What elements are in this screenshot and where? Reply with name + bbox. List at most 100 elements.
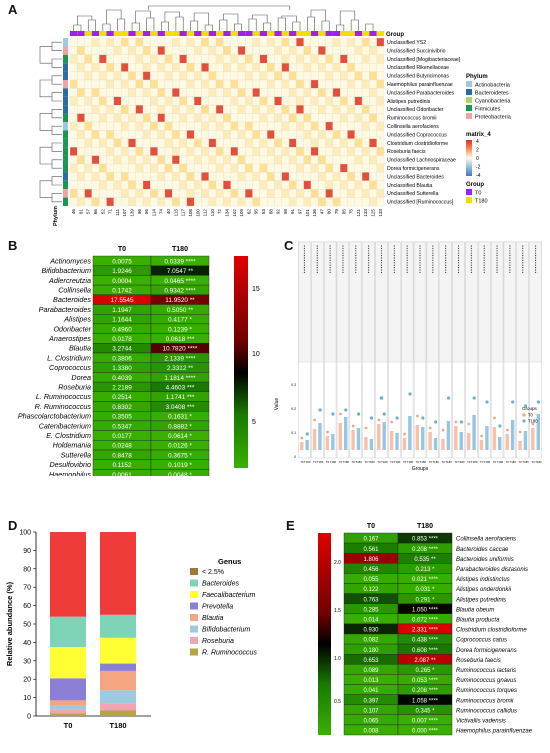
row-label: Unclassified Lachnospiraceae [387,158,456,164]
row-label: Victivallis vadensis [456,718,506,724]
group-bar-cell [135,31,144,36]
significance-star [445,247,447,249]
box-t180 [498,437,502,450]
cell-value: 0.8882 * [168,423,192,430]
heatmap-cell [318,54,326,64]
facet-strip [349,241,362,363]
heatmap-cell [274,130,282,139]
heatmap-cell [303,37,312,47]
significance-star [470,262,472,264]
heatmap-cell [281,96,290,106]
heatmap-cell [135,54,144,64]
outlier-point [326,430,329,434]
significance-star [432,255,434,257]
row-label: Dorea formicigenerans [456,648,517,654]
significance-star [445,269,447,271]
heatmap-cell [354,130,363,139]
box-t0 [492,427,497,450]
heatmap-cell [347,46,355,55]
row-label: Unclassified Butyricimonas [387,74,449,80]
significance-star [342,255,344,257]
x-tick: T180 [445,460,452,464]
heatmap-cell [325,88,334,97]
box-t0 [312,429,317,450]
heatmap-cell [245,71,253,81]
cell-value: 0.3806 [112,355,132,362]
significance-star [368,264,370,266]
cell-value: 0.007 **** [412,718,439,724]
heatmap-cell [99,88,107,97]
cell-value: 1.9246 [112,268,132,275]
cell-value: 2.3312 ** [167,365,194,372]
heatmap-cell [135,163,144,173]
heatmap-cell [376,54,385,64]
facet-strip [529,241,542,363]
phylum-bar-cell [63,147,68,156]
box-t180 [446,421,451,450]
column-label: 74 [159,209,164,215]
y-tick: 40 [23,640,31,647]
significance-star [342,247,344,249]
heatmap-cell [340,105,348,114]
heatmap-cell [128,96,136,106]
heatmap-cell [230,180,239,190]
legend-label: Bacteroidetes [475,91,509,97]
heatmap-cell [69,96,78,106]
significance-star [355,245,357,247]
legend-matrix-title: matrix_4 [466,132,491,138]
heatmap-cell [318,189,326,198]
colorbar-tick: 5 [252,419,256,426]
column-label: 40 [166,209,171,215]
heatmap-cell [142,71,151,81]
outlier-point [518,430,522,434]
heatmap-cell [369,105,377,114]
outlier-point [313,418,317,422]
heatmap-cell [128,172,136,181]
heatmap-cell [84,113,93,123]
heatmap-cell [288,113,297,123]
cell-value: 11.9520 ** [165,297,195,304]
heatmap-cell [296,46,304,55]
significance-star [419,247,421,249]
heatmap-cell [186,88,195,97]
column-label: 75 [349,209,354,215]
panel-d-letter: D [8,518,18,533]
heatmap-cell [172,180,180,190]
colorbar [318,533,331,735]
significance-star [522,264,524,266]
significance-star [496,267,498,269]
heatmap-cell [361,172,370,181]
heatmap-cell [186,138,195,148]
cell-value: 0.041 [363,688,379,694]
heatmap-cell [172,197,180,207]
heatmap-cell [208,121,217,131]
cell-value: 0.031 * [415,587,435,593]
dendrogram-branch [51,193,62,203]
outlier-point [480,434,484,438]
heatmap-cell [215,163,224,173]
box-t0 [389,431,394,450]
phylum-bar-cell [63,38,68,47]
significance-star [329,259,331,261]
heatmap-cell [274,113,282,123]
outlier-point [403,432,406,436]
significance-star [457,252,460,254]
row-label: Anaerostipes [48,334,91,343]
heatmap-cell [252,172,261,181]
heatmap-cell [208,54,217,64]
heatmap-cell [99,46,107,55]
heatmap-cell [128,63,136,72]
heatmap-cell [77,96,85,106]
box-t0 [402,438,407,450]
heatmap-cell [179,54,187,64]
significance-star [470,267,472,269]
significance-star [316,252,318,254]
legend-label: T180 [475,199,488,205]
heatmap-cell [106,63,114,72]
heatmap-cell [245,180,253,190]
heatmap-cell [310,105,319,114]
box-t0 [479,440,484,450]
heatmap-cell [69,189,78,198]
bar-segment [50,700,86,706]
heatmap-cell [310,138,319,148]
